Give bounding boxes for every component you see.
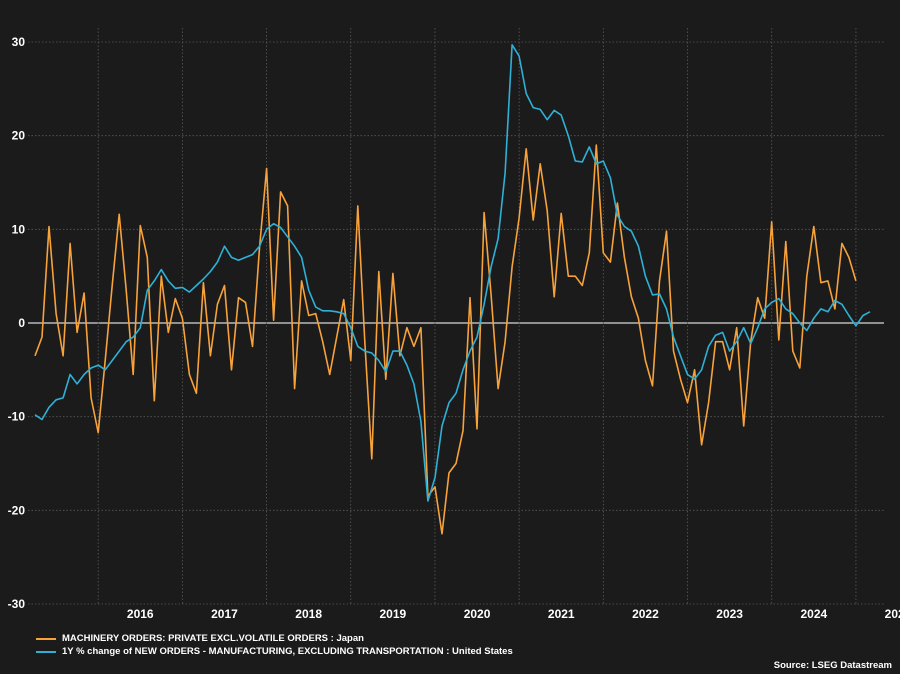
legend-item-us: 1Y % change of NEW ORDERS - MANUFACTURIN… — [36, 645, 513, 658]
y-tick-label: 10 — [12, 222, 26, 236]
x-tick-label: 2019 — [380, 607, 407, 621]
y-tick-label: 20 — [12, 129, 26, 143]
series-line-japan — [34, 144, 857, 535]
x-tick-label: 2022 — [632, 607, 659, 621]
x-tick-label: 2017 — [211, 607, 238, 621]
legend-label-us: 1Y % change of NEW ORDERS - MANUFACTURIN… — [62, 646, 513, 657]
x-axis: 2016 2017 2018 2019 2020 2021 2022 2023 2024 2025 — [127, 607, 900, 621]
legend: MACHINERY ORDERS: PRIVATE EXCL.VOLATILE … — [36, 632, 513, 658]
series-lines — [34, 43, 871, 535]
y-tick-label: 0 — [18, 316, 25, 330]
x-tick-label: 2018 — [295, 607, 322, 621]
legend-label-japan: MACHINERY ORDERS: PRIVATE EXCL.VOLATILE … — [62, 633, 364, 644]
x-tick-label: 2024 — [800, 607, 827, 621]
grid-lines — [28, 28, 884, 605]
y-axis: -30 -20 -10 0 10 20 30 — [8, 35, 26, 611]
series-line-us — [34, 43, 871, 502]
source-note: Source: LSEG Datastream — [773, 660, 892, 671]
legend-swatch-japan — [36, 637, 56, 640]
x-tick-label: 2020 — [464, 607, 491, 621]
x-tick-label: 2021 — [548, 607, 575, 621]
y-tick-label: -30 — [8, 597, 26, 611]
y-tick-label: -20 — [8, 503, 26, 517]
x-tick-label: 2023 — [716, 607, 743, 621]
x-tick-label: 2025 — [885, 607, 900, 621]
legend-swatch-us — [36, 650, 56, 653]
y-tick-label: 30 — [12, 35, 26, 49]
legend-item-japan: MACHINERY ORDERS: PRIVATE EXCL.VOLATILE … — [36, 632, 513, 645]
y-tick-label: -10 — [8, 410, 26, 424]
x-tick-label: 2016 — [127, 607, 154, 621]
